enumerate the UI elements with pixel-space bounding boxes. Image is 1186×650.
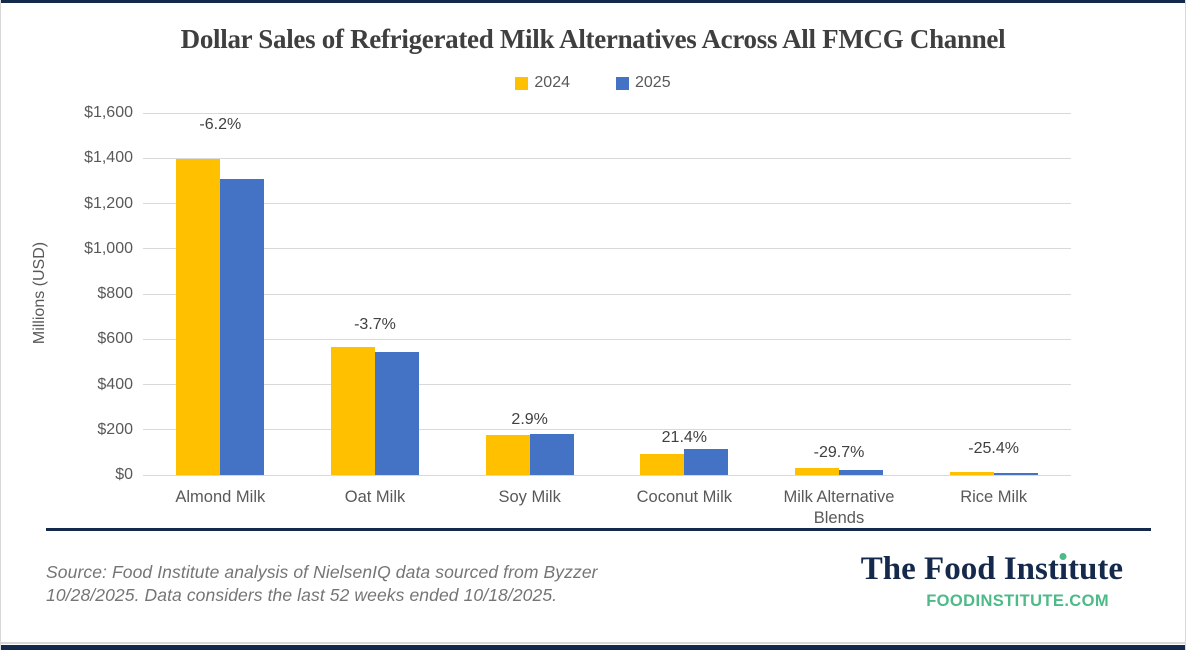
y-tick-label: $1,200 <box>84 194 133 212</box>
y-tick-label: $800 <box>97 285 133 302</box>
gridline <box>143 203 1071 204</box>
y-tick-label: $0 <box>115 466 133 483</box>
x-category-label: Milk Alternative Blends <box>783 488 895 527</box>
gridline <box>143 429 1071 431</box>
x-axis-baseline <box>143 474 1071 476</box>
gridline <box>143 384 1071 385</box>
bottom-border-bar <box>1 645 1185 650</box>
source-line-2: 10/28/2025. Data considers the last 52 w… <box>46 585 558 605</box>
gridline <box>143 248 1071 250</box>
bar-2025-rice-milk <box>993 472 1038 475</box>
source-line-1: Source: Food Institute analysis of Niels… <box>46 562 598 582</box>
change-label: 21.4% <box>661 429 708 447</box>
legend: 2024 2025 <box>1 74 1185 92</box>
x-category-label: Oat Milk <box>344 488 406 506</box>
brand-site-url: FOODINSTITUTE.COM <box>926 592 1109 610</box>
y-tick-label: $1,000 <box>84 239 133 257</box>
bar-2024-soy-milk <box>485 434 530 475</box>
gridline <box>143 157 1071 159</box>
change-label: -3.7% <box>354 316 396 334</box>
gridline <box>143 112 1071 114</box>
bar-2024-almond-milk <box>176 159 221 475</box>
x-category-label: Rice Milk <box>960 488 1028 506</box>
legend-item-2025: 2025 <box>616 74 671 92</box>
legend-label: 2024 <box>534 74 570 91</box>
y-tick-label: $400 <box>97 375 133 393</box>
legend-label: 2025 <box>635 74 671 91</box>
bar-2025-almond-milk <box>220 178 265 475</box>
x-category-label: Coconut Milk <box>636 488 733 506</box>
bar-2024-coconut-milk <box>640 453 685 475</box>
chart-title: Dollar Sales of Refrigerated Milk Altern… <box>180 24 1006 54</box>
logo-green-dot-i: ı <box>1058 551 1069 587</box>
change-label: -6.2% <box>199 116 242 134</box>
brand-logo: The Food Instıtute <box>860 551 1123 587</box>
bar-2024-milk-alternative-blends <box>795 467 839 475</box>
bar-2024-oat-milk <box>331 347 375 475</box>
y-tick-label: $600 <box>97 330 133 348</box>
change-label: 2.9% <box>511 410 548 428</box>
y-tick-label: $200 <box>97 420 133 438</box>
gridline <box>143 338 1071 340</box>
change-label: -29.7% <box>813 443 865 461</box>
legend-swatch-icon <box>515 76 529 90</box>
bottom-hairline <box>1 642 1185 644</box>
source-note: Source: Food Institute analysis of Niels… <box>46 561 598 607</box>
y-tick-label: $1,600 <box>84 104 133 121</box>
gridline <box>143 293 1071 295</box>
y-tick-label: $1,400 <box>84 149 133 167</box>
bar-2024-rice-milk <box>949 471 994 475</box>
bar-2025-milk-alternative-blends <box>839 470 883 475</box>
legend-item-2024: 2024 <box>515 74 570 92</box>
bar-2025-soy-milk <box>529 433 574 475</box>
legend-swatch-icon <box>616 76 629 90</box>
bar-2025-oat-milk <box>375 351 419 475</box>
change-label: -25.4% <box>968 439 1019 457</box>
top-border-bar <box>1 0 1185 3</box>
x-category-label: Soy Milk <box>498 488 561 506</box>
footer-divider <box>46 528 1151 531</box>
x-category-label: Almond Milk <box>175 488 266 506</box>
bar-2025-coconut-milk <box>684 449 729 475</box>
